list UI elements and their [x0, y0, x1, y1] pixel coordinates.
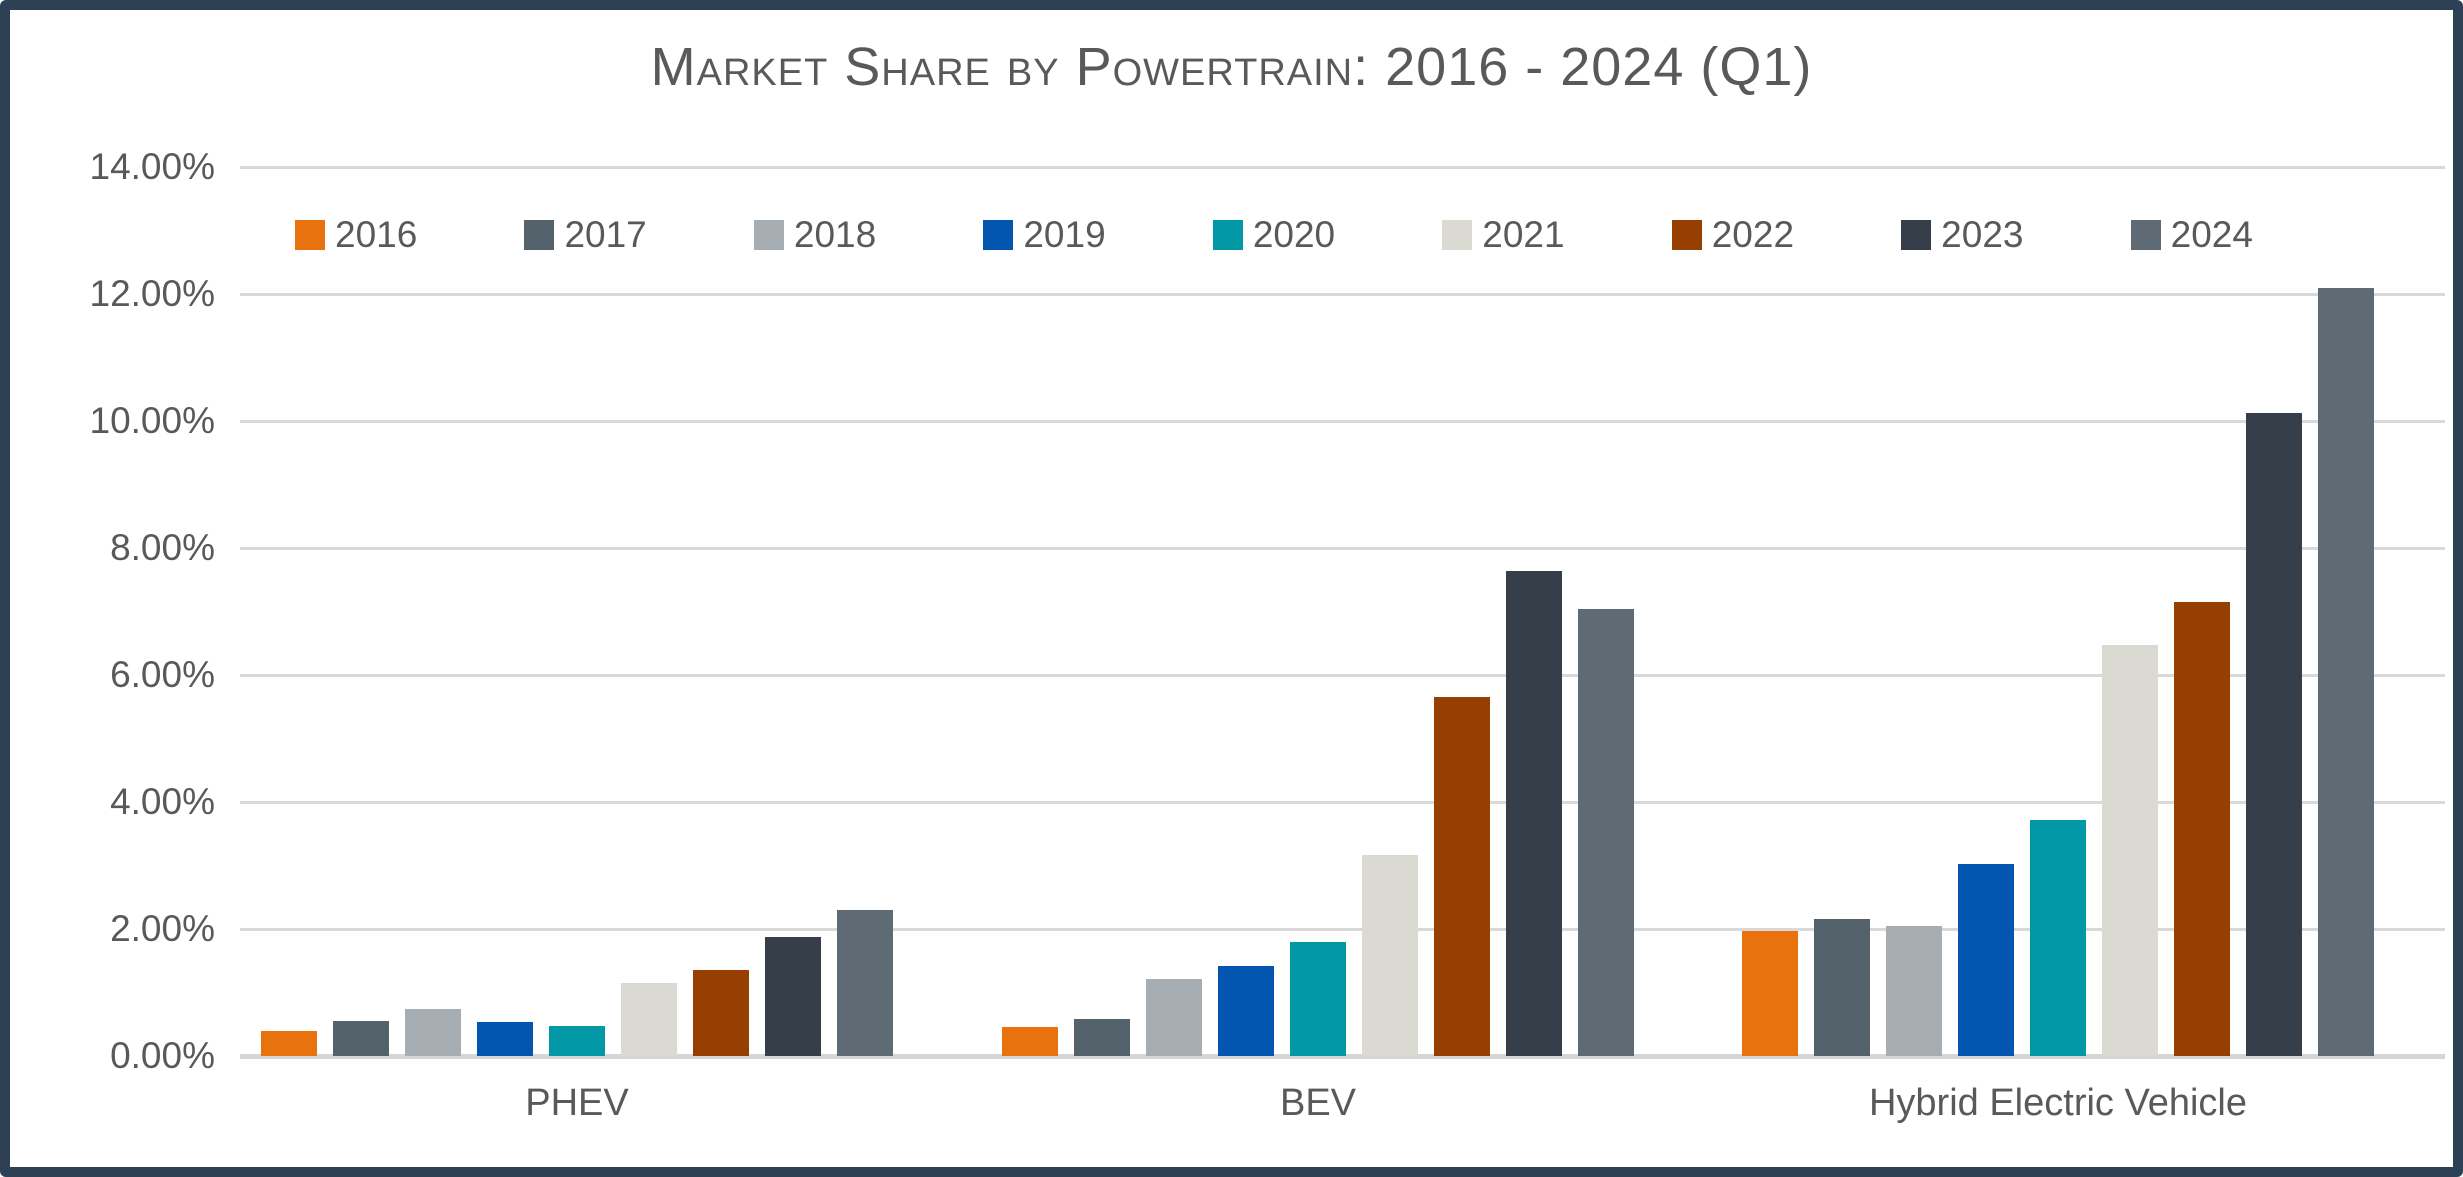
bar-phev-2016	[261, 1031, 317, 1056]
legend-item-2018: 2018	[753, 214, 877, 256]
legend-label-2020: 2020	[1252, 214, 1336, 255]
legend: 2016 2017 2018 2019 2020 2021 2022 2023 2024	[295, 214, 2253, 256]
legend-item-2021: 2021	[1442, 214, 1565, 256]
legend-label-2016: 2016	[335, 214, 418, 255]
y-axis-tick-label: 6.00%	[110, 654, 215, 695]
legend-item-2017: 2017	[524, 214, 647, 256]
bar-hybrid-electric-vehicle-2021	[2102, 645, 2158, 1056]
bar-phev-2024	[837, 910, 893, 1056]
legend-swatch-2018	[753, 220, 784, 250]
legend-swatch-2023	[1901, 220, 1932, 250]
gridline	[240, 420, 2445, 423]
bar-bev-2021	[1362, 855, 1418, 1056]
legend-swatch-2021	[1442, 220, 1473, 250]
x-category-label-hybrid-electric-vehicle: Hybrid Electric Vehicle	[1868, 1082, 2248, 1124]
bar-phev-2020	[549, 1026, 605, 1056]
legend-item-2019: 2019	[983, 214, 1106, 256]
gridline	[240, 547, 2445, 550]
legend-label-2019: 2019	[1023, 214, 1106, 255]
bar-bev-2019	[1218, 966, 1274, 1056]
bar-phev-2021	[621, 983, 677, 1056]
legend-swatch-2020	[1212, 220, 1243, 250]
bar-bev-2023	[1506, 571, 1562, 1056]
bar-bev-2022	[1434, 697, 1490, 1056]
bar-phev-2022	[693, 970, 749, 1056]
legend-item-2023: 2023	[1901, 214, 2023, 256]
legend-label-2022: 2022	[1711, 214, 1795, 255]
legend-item-2022: 2022	[1671, 214, 1795, 256]
gridline	[240, 166, 2445, 169]
legend-label-2017: 2017	[564, 214, 647, 255]
legend-label-2018: 2018	[793, 214, 877, 255]
bar-hybrid-electric-vehicle-2016	[1742, 931, 1798, 1056]
y-axis-tick-label: 8.00%	[110, 527, 215, 568]
y-axis-tick-label: 2.00%	[110, 908, 215, 949]
bar-bev-2024	[1578, 609, 1634, 1056]
chart-title: Market Share by Powertrain: 2016 - 2024 …	[650, 37, 1813, 97]
bar-phev-2019	[477, 1022, 533, 1056]
bar-phev-2023	[765, 937, 821, 1056]
x-category-label-phev: PHEV	[525, 1082, 629, 1124]
legend-swatch-2019	[983, 220, 1014, 250]
gridline	[240, 928, 2445, 931]
legend-swatch-2016	[295, 220, 325, 250]
x-category-label-bev: BEV	[1279, 1082, 1357, 1124]
legend-swatch-2017	[524, 220, 555, 250]
bar-hybrid-electric-vehicle-2018	[1886, 926, 1942, 1056]
y-axis-tick-label: 0.00%	[110, 1035, 215, 1076]
bar-bev-2017	[1074, 1019, 1130, 1056]
x-axis-line	[240, 1054, 2445, 1059]
legend-label-2021: 2021	[1482, 214, 1565, 255]
bar-hybrid-electric-vehicle-2020	[2030, 820, 2086, 1056]
bar-bev-2018	[1146, 979, 1202, 1056]
y-axis-tick-label: 14.00%	[89, 146, 216, 187]
bar-hybrid-electric-vehicle-2022	[2174, 602, 2230, 1056]
bar-hybrid-electric-vehicle-2019	[1958, 864, 2014, 1056]
bar-hybrid-electric-vehicle-2024	[2318, 288, 2374, 1056]
legend-item-2020: 2020	[1212, 214, 1336, 256]
bar-bev-2020	[1290, 942, 1346, 1056]
y-axis-tick-label: 12.00%	[89, 273, 216, 314]
gridline	[240, 674, 2445, 677]
legend-swatch-2022	[1671, 220, 1702, 250]
y-axis-tick-label: 4.00%	[110, 781, 215, 822]
bar-phev-2017	[333, 1021, 389, 1056]
legend-swatch-2024	[2130, 220, 2161, 250]
bar-phev-2018	[405, 1009, 461, 1056]
bar-hybrid-electric-vehicle-2023	[2246, 413, 2302, 1056]
gridline	[240, 801, 2445, 804]
gridline	[240, 293, 2445, 296]
bar-bev-2016	[1002, 1027, 1058, 1056]
legend-label-2023: 2023	[1941, 214, 2024, 255]
y-axis-tick-label: 10.00%	[89, 400, 216, 441]
legend-label-2024: 2024	[2170, 214, 2253, 255]
legend-item-2016: 2016	[295, 214, 417, 256]
bar-hybrid-electric-vehicle-2017	[1814, 919, 1870, 1056]
legend-item-2024: 2024	[2130, 214, 2253, 256]
